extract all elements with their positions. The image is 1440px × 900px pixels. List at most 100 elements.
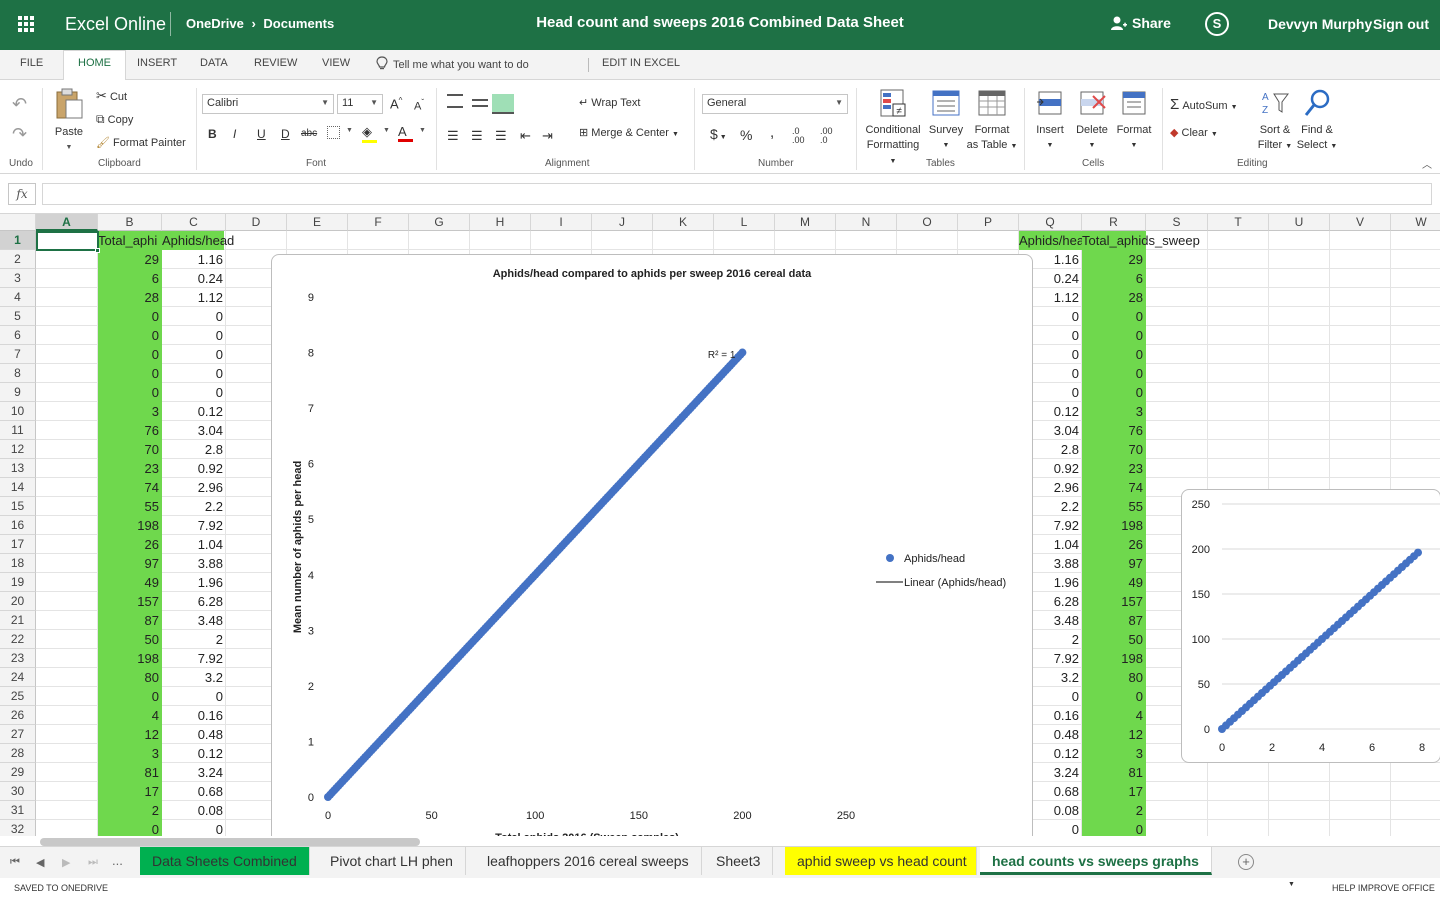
row-header-25[interactable]: 25 xyxy=(0,687,36,706)
column-header-d[interactable]: D xyxy=(226,214,287,231)
row-header-19[interactable]: 19 xyxy=(0,573,36,592)
cell-r3[interactable]: 6 xyxy=(1082,269,1146,288)
column-header-c[interactable]: C xyxy=(162,214,226,231)
merge-center-button[interactable]: ⊞ Merge & Center ▼ xyxy=(579,126,679,139)
column-header-q[interactable]: Q xyxy=(1019,214,1082,231)
row-header-24[interactable]: 24 xyxy=(0,668,36,687)
column-header-g[interactable]: G xyxy=(409,214,470,231)
cell-b5[interactable]: 0 xyxy=(98,307,162,326)
cell-b29[interactable]: 81 xyxy=(98,763,162,782)
cell-c10[interactable]: 0.12 xyxy=(197,404,223,419)
cell-c29[interactable]: 3.24 xyxy=(197,765,223,780)
cell-b31[interactable]: 2 xyxy=(98,801,162,820)
copy-button[interactable]: ⧉ Copy xyxy=(96,112,133,127)
cell-r29[interactable]: 81 xyxy=(1082,763,1146,782)
cell-q15[interactable]: 2.2 xyxy=(1060,499,1079,514)
cell-q6[interactable]: 0 xyxy=(1071,328,1079,343)
cell-c6[interactable]: 0 xyxy=(215,328,223,343)
cell-b30[interactable]: 17 xyxy=(98,782,162,801)
format-cells-button[interactable]: Format ▼ xyxy=(1114,88,1154,153)
sheet-tab-data-sheets-combined[interactable]: Data Sheets Combined xyxy=(140,847,310,875)
row-header-9[interactable]: 9 xyxy=(0,383,36,402)
tab-view[interactable]: VIEW xyxy=(322,57,351,69)
breadcrumb-onedrive[interactable]: OneDrive xyxy=(186,16,244,31)
cell-c15[interactable]: 2.2 xyxy=(204,499,223,514)
cell-q9[interactable]: 0 xyxy=(1071,385,1079,400)
tab-home[interactable]: HOME xyxy=(63,50,126,81)
cell-b13[interactable]: 23 xyxy=(98,459,162,478)
row-header-12[interactable]: 12 xyxy=(0,440,36,459)
row-header-8[interactable]: 8 xyxy=(0,364,36,383)
column-header-w[interactable]: W xyxy=(1391,214,1440,231)
cell-r18[interactable]: 97 xyxy=(1082,554,1146,573)
paste-button[interactable]: Paste ▼ xyxy=(50,88,88,155)
cut-button[interactable]: ✂ Cut xyxy=(96,88,127,104)
cell-c28[interactable]: 0.12 xyxy=(197,746,223,761)
align-right-icon[interactable]: ☰ xyxy=(495,128,507,143)
number-format-select[interactable]: General ▼ xyxy=(702,94,848,114)
format-painter-button[interactable]: 🖌 Format Painter xyxy=(96,136,186,149)
row-header-11[interactable]: 11 xyxy=(0,421,36,440)
sheet-tab-head-counts-graphs[interactable]: head counts vs sweeps graphs xyxy=(980,847,1212,875)
cell-r20[interactable]: 157 xyxy=(1082,592,1146,611)
collapse-ribbon-icon[interactable]: ︿ xyxy=(1422,160,1432,171)
breadcrumb-documents[interactable]: Documents xyxy=(263,16,335,31)
edit-in-excel-button[interactable]: EDIT IN EXCEL xyxy=(602,57,681,69)
sheet-tab-sheet3[interactable]: Sheet3 xyxy=(704,847,774,875)
increase-indent-icon[interactable]: ⇥ xyxy=(542,128,553,143)
cell-q29[interactable]: 3.24 xyxy=(1053,765,1079,780)
row-header-13[interactable]: 13 xyxy=(0,459,36,478)
find-select-button[interactable]: Find & Select ▼ xyxy=(1296,88,1338,154)
formula-input[interactable] xyxy=(42,183,1432,205)
column-header-n[interactable]: N xyxy=(836,214,897,231)
cell-b2[interactable]: 29 xyxy=(98,250,162,269)
cell-q4[interactable]: 1.12 xyxy=(1053,290,1079,305)
column-header-j[interactable]: J xyxy=(592,214,653,231)
fill-handle[interactable] xyxy=(95,248,100,253)
sheet-tab-aphid-sweep[interactable]: aphid sweep vs head count xyxy=(785,847,977,875)
row-header-29[interactable]: 29 xyxy=(0,763,36,782)
cell-c26[interactable]: 0.16 xyxy=(197,708,223,723)
select-all-corner[interactable] xyxy=(0,214,36,231)
row-header-17[interactable]: 17 xyxy=(0,535,36,554)
clear-button[interactable]: ◆ Clear ▼ xyxy=(1170,126,1218,139)
cell-c22[interactable]: 2 xyxy=(215,632,223,647)
autosum-button[interactable]: Σ AutoSum ▼ xyxy=(1170,96,1238,113)
prev-sheet-icon[interactable]: ◀ xyxy=(36,857,45,869)
cell-c11[interactable]: 3.04 xyxy=(197,423,223,438)
cell-q22[interactable]: 2 xyxy=(1071,632,1079,647)
cell-b4[interactable]: 28 xyxy=(98,288,162,307)
cell-b16[interactable]: 198 xyxy=(98,516,162,535)
cell-b7[interactable]: 0 xyxy=(98,345,162,364)
cell-q26[interactable]: 0.16 xyxy=(1053,708,1079,723)
cell-b20[interactable]: 157 xyxy=(98,592,162,611)
cell-b27[interactable]: 12 xyxy=(98,725,162,744)
skype-icon[interactable]: S xyxy=(1205,12,1229,36)
cell-r21[interactable]: 87 xyxy=(1082,611,1146,630)
align-left-icon[interactable]: ☰ xyxy=(447,128,459,143)
row-header-31[interactable]: 31 xyxy=(0,801,36,820)
scatter-chart-secondary[interactable]: 0 50 100 150 200 250 0 2 4 6 8 xyxy=(1181,489,1440,763)
row-header-1[interactable]: 1 xyxy=(0,231,36,250)
cell-c12[interactable]: 2.8 xyxy=(204,442,223,457)
cell-q21[interactable]: 3.48 xyxy=(1053,613,1079,628)
tab-review[interactable]: REVIEW xyxy=(254,57,298,69)
cell-r1[interactable]: Total_aphids_sweep xyxy=(1082,231,1200,250)
cell-q27[interactable]: 0.48 xyxy=(1053,727,1079,742)
cell-b14[interactable]: 74 xyxy=(98,478,162,497)
shrink-font-icon[interactable]: Aˇ xyxy=(414,98,425,113)
row-header-22[interactable]: 22 xyxy=(0,630,36,649)
row-header-16[interactable]: 16 xyxy=(0,516,36,535)
cell-q19[interactable]: 1.96 xyxy=(1053,575,1079,590)
cell-q18[interactable]: 3.88 xyxy=(1053,556,1079,571)
app-name[interactable]: Excel Online xyxy=(65,14,167,34)
cell-c19[interactable]: 1.96 xyxy=(197,575,223,590)
decrease-decimal-button[interactable]: .00 .0 xyxy=(820,126,833,145)
cell-q10[interactable]: 0.12 xyxy=(1053,404,1079,419)
comma-button[interactable]: , xyxy=(770,124,775,141)
row-header-21[interactable]: 21 xyxy=(0,611,36,630)
cell-c32[interactable]: 0 xyxy=(215,822,223,836)
cell-r16[interactable]: 198 xyxy=(1082,516,1146,535)
font-color-icon[interactable]: A xyxy=(398,124,413,142)
align-top-icon[interactable] xyxy=(447,94,463,108)
